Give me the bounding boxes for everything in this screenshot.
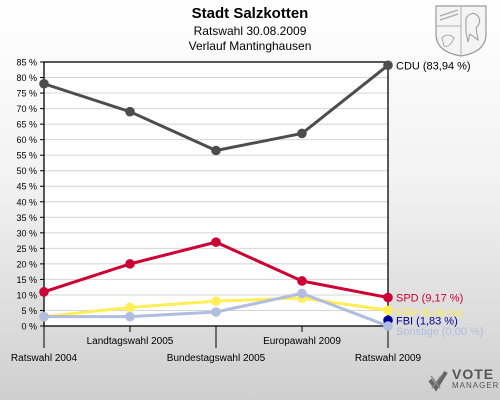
y-tick-label: 60 %: [16, 135, 37, 145]
series-end-labels: CDU (83,94 %) SPD (9,17 %) FDP (5,06 %)FBI…: [396, 60, 483, 338]
y-tick-label: 50 %: [16, 166, 37, 176]
data-point-spd: [39, 287, 49, 297]
logo-text-vote: VOTE: [452, 366, 495, 382]
x-tick-label: Landtagswahl 2005: [87, 336, 174, 347]
data-point-cdu: [383, 60, 393, 71]
series-lines: [39, 60, 393, 331]
data-point-sonstige: [383, 321, 393, 331]
grid-lines: [43, 61, 389, 327]
coat-of-arms-icon: [435, 5, 487, 57]
chart-title: Stadt Salzkotten: [191, 5, 309, 22]
data-point-spd: [211, 237, 221, 247]
data-point-sonstige: [211, 307, 221, 317]
check-mark-icon: [428, 370, 448, 392]
y-tick-label: 80 %: [16, 73, 37, 83]
data-point-fdp: [211, 296, 221, 306]
series-label-cdu: CDU (83,94 %): [396, 60, 471, 72]
series-label-sonstige: Sonstige (0,00 %): [396, 326, 483, 338]
data-point-fdp: [125, 302, 135, 313]
chart-title-block: Stadt Salzkotten Ratswahl 30.08.2009 Ver…: [0, 4, 500, 54]
vote-manager-logo: VOTE MANAGER: [428, 366, 500, 392]
x-tick-label: Ratswahl 2009: [355, 353, 422, 364]
y-tick-label: 25 %: [16, 244, 37, 254]
chart-subtitle-2: Verlauf Mantinghausen: [188, 39, 312, 53]
data-point-fdp: [383, 305, 393, 316]
y-tick-label: 55 %: [16, 151, 37, 161]
data-point-spd: [297, 276, 307, 286]
plot-area: [44, 62, 388, 326]
data-point-cdu: [297, 128, 307, 139]
data-point-cdu: [211, 145, 221, 156]
y-axis: 0 % 5 % 10 % 15 % 20 % 25 % 30 % 35 % 40 % 45 % 50…: [16, 58, 44, 332]
y-tick-label: 75 %: [16, 89, 37, 99]
y-tick-label: 20 %: [16, 259, 37, 269]
x-tick-label: Europawahl 2009: [263, 336, 341, 347]
logo-text-manager: MANAGER: [452, 381, 500, 390]
data-point-sonstige: [39, 311, 49, 322]
y-tick-label: 15 %: [16, 275, 37, 285]
data-point-sonstige: [125, 311, 135, 322]
chart-subtitle: Ratswahl 30.08.2009: [193, 24, 307, 38]
x-tick-label: Bundestagswahl 2005: [167, 353, 266, 364]
data-point-spd: [383, 292, 393, 303]
y-tick-label: 40 %: [16, 197, 37, 207]
data-point-sonstige: [297, 288, 307, 299]
y-tick-label: 45 %: [16, 182, 37, 192]
y-tick-label: 70 %: [16, 104, 37, 114]
y-tick-label: 65 %: [16, 120, 37, 130]
y-tick-label: 5 %: [21, 306, 37, 316]
x-axis: Ratswahl 2004 Landtagswahl 2005 Bundestags…: [11, 326, 422, 364]
data-point-cdu: [39, 78, 49, 89]
series-label-fbi: FBI (1,83 %): [396, 315, 458, 327]
series-label-fdp: FDP (5,06 %): [396, 307, 462, 319]
x-tick-label: Ratswahl 2004: [11, 353, 78, 364]
y-tick-label: 35 %: [16, 213, 37, 223]
series-label-spd: SPD (9,17 %): [396, 293, 463, 305]
y-tick-label: 85 %: [16, 58, 37, 68]
y-tick-label: 0 %: [21, 322, 37, 332]
data-point-spd: [125, 259, 135, 269]
y-tick-label: 30 %: [16, 228, 37, 238]
y-tick-label: 10 %: [16, 290, 37, 300]
data-point-cdu: [125, 106, 135, 117]
